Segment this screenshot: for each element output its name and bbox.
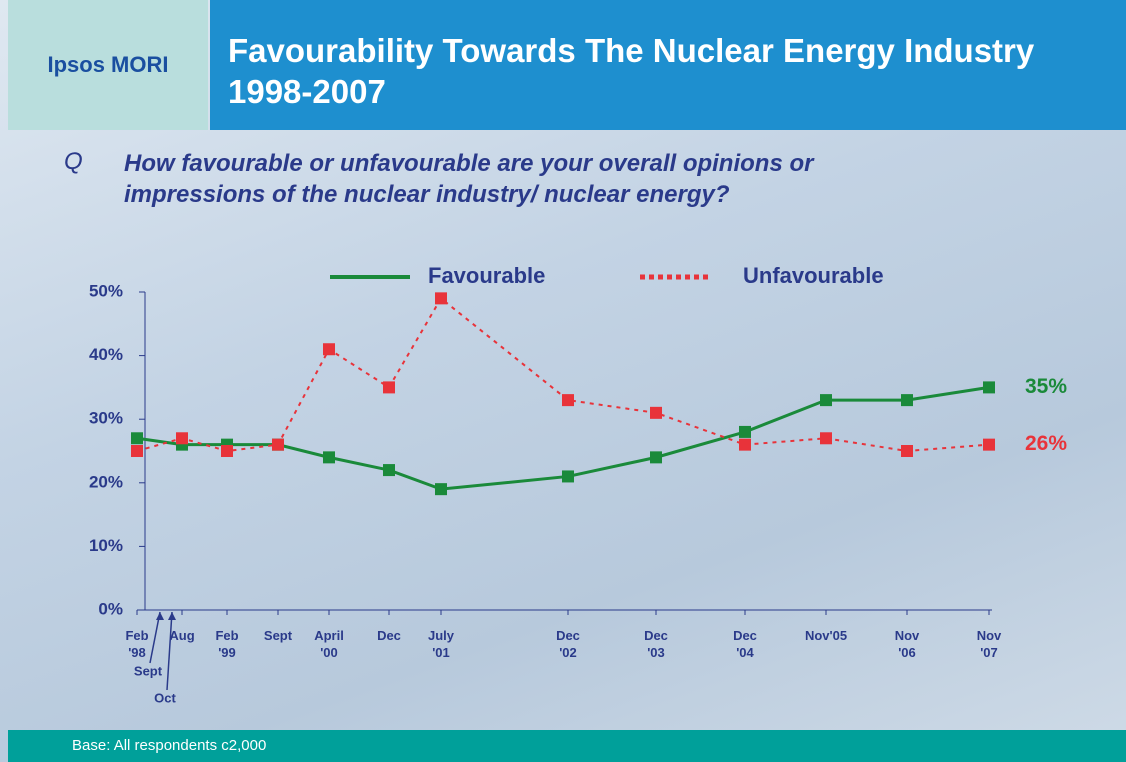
chart: 0% 10% 20% 30% 40% 50% Sept Oct 35% Favourable 26%… [0,0,1126,730]
point [983,439,995,451]
base-note: Base: All respondents c2,000 [72,737,266,754]
y-tick-label: 40% [89,345,123,364]
x-tick-label: Dec '03 [621,627,691,661]
annotation: Sept [134,663,163,678]
point [901,394,913,406]
point [131,445,143,457]
footer: Base: All respondents c2,000 [8,730,1126,762]
y-tick-label: 30% [89,409,123,428]
x-tick-label: Dec '02 [533,627,603,661]
point [435,483,447,495]
point [650,407,662,419]
point [820,394,832,406]
point [435,292,447,304]
point [383,464,395,476]
point [221,445,233,457]
point [383,381,395,393]
point [323,343,335,355]
y-tick-label: 10% [89,536,123,555]
point [562,470,574,482]
x-tick-label: July '01 [406,627,476,661]
point [739,426,751,438]
point [739,439,751,451]
x-tick-label: Dec '04 [710,627,780,661]
point [820,432,832,444]
legend-label: Favourable [428,263,545,288]
value-label: 35% [1025,375,1067,398]
point [983,381,995,393]
point [131,432,143,444]
y-tick-label: 20% [89,472,123,491]
legend-label: Unfavourable [743,263,884,288]
annotation: Oct [154,690,176,705]
y-tick-label: 0% [98,599,123,618]
arrow-head [156,612,164,620]
slide: Ipsos MORI Favourability Towards The Nuc… [0,0,1126,762]
point [901,445,913,457]
point [562,394,574,406]
x-tick-label: Nov'05 [791,627,861,644]
point [176,432,188,444]
point [272,439,284,451]
point [650,451,662,463]
value-label: 26% [1025,432,1067,455]
series-line [137,298,989,451]
x-tick-label: Nov '07 [954,627,1024,661]
x-tick-label: Nov '06 [872,627,942,661]
point [323,451,335,463]
arrow-head [168,612,176,620]
y-tick-label: 50% [89,281,123,300]
